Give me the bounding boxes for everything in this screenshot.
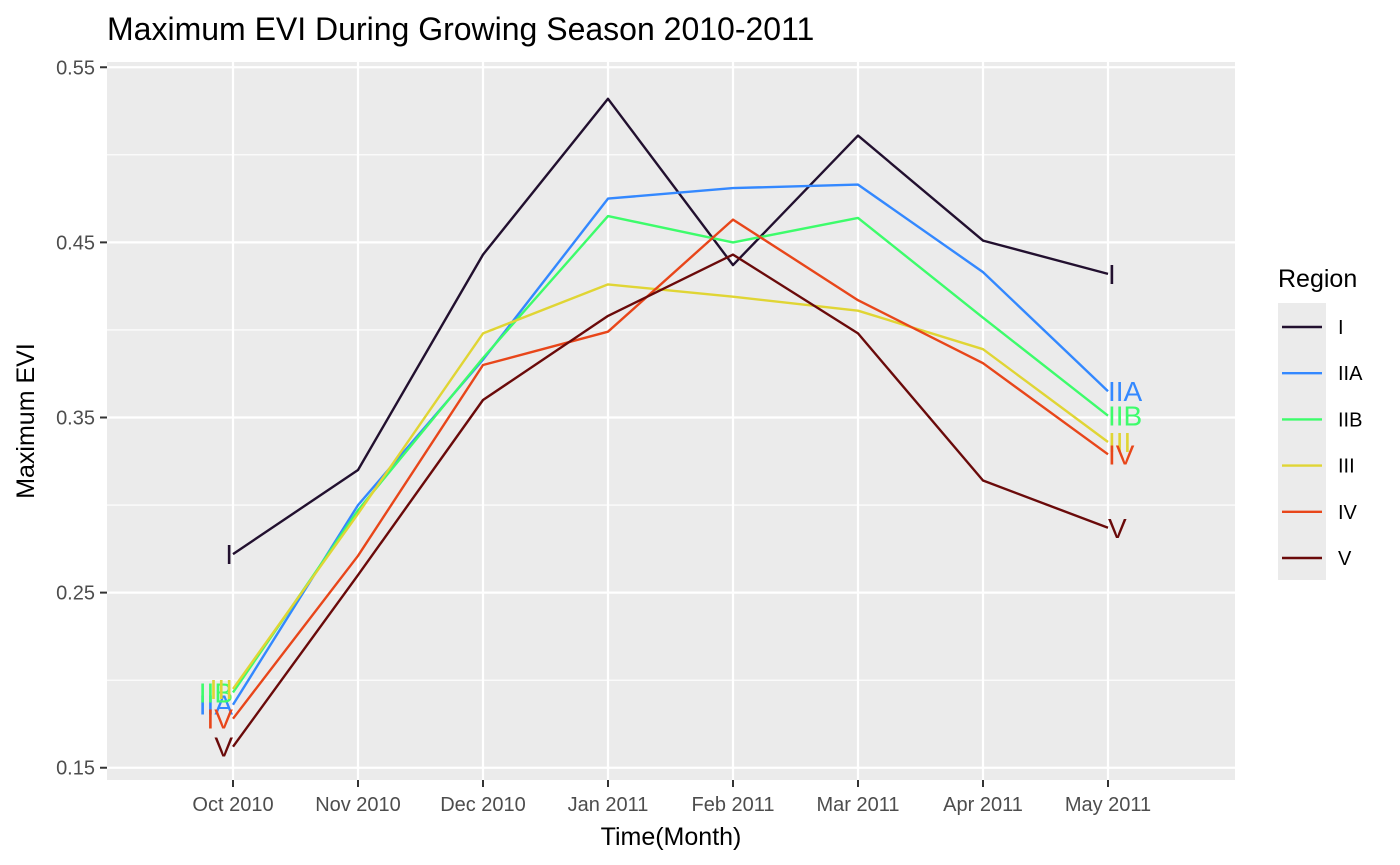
- legend: Region I IIA IIB III IV V: [1278, 265, 1363, 580]
- series-line-i: [232, 97, 1109, 556]
- series-start-label-iia: IIA: [199, 690, 234, 721]
- series-end-label-iia: IIA: [1108, 376, 1143, 407]
- x-tick-label: Oct 2010: [192, 794, 273, 816]
- y-axis: 0.15 0.25 0.35 0.45 0.55: [56, 57, 107, 780]
- y-tick-label: 0.55: [56, 57, 95, 79]
- series-line-iv: [232, 218, 1109, 720]
- legend-label-iia: IIA: [1338, 363, 1363, 385]
- x-axis: Oct 2010 Nov 2010 Dec 2010 Jan 2011 Feb 2011…: [192, 780, 1151, 816]
- series-end-label-iv: IV: [1108, 439, 1135, 470]
- x-tick-label: Mar 2011: [816, 794, 899, 816]
- legend-label-iib: IIB: [1338, 409, 1362, 431]
- series-end-label-i: I: [1108, 259, 1116, 290]
- y-axis-title: Maximum EVI: [12, 343, 40, 499]
- series-end-label-iib: IIB: [1108, 401, 1142, 432]
- series-start-label-v: V: [214, 732, 233, 763]
- chart-title: Maximum EVI During Growing Season 2010-2…: [107, 11, 814, 47]
- series-start-label-iv: IV: [207, 704, 234, 735]
- x-tick-label: May 2011: [1065, 794, 1151, 816]
- series-line-iii: [232, 283, 1109, 690]
- x-tick-label: Feb 2011: [691, 794, 774, 816]
- series-lines: [231, 97, 1109, 748]
- legend-key-background: [1278, 303, 1326, 580]
- series-line-iia: [231, 183, 1109, 706]
- x-axis-title: Time(Month): [601, 823, 742, 851]
- x-tick-label: Nov 2010: [315, 794, 401, 816]
- series-start-label-i: I: [225, 539, 233, 570]
- x-tick-label: Dec 2010: [440, 794, 526, 816]
- y-tick-label: 0.45: [56, 232, 95, 254]
- legend-label-v: V: [1338, 548, 1352, 570]
- plot-panel: [107, 62, 1235, 780]
- legend-label-iii: III: [1338, 456, 1355, 478]
- legend-title: Region: [1278, 265, 1357, 293]
- y-tick-label: 0.15: [56, 758, 95, 780]
- y-tick-label: 0.25: [56, 583, 95, 605]
- series-line-v: [232, 253, 1109, 748]
- x-tick-label: Apr 2011: [943, 794, 1023, 816]
- y-tick-label: 0.35: [56, 407, 95, 429]
- x-tick-label: Jan 2011: [568, 794, 649, 816]
- series-start-label-iii: III: [210, 674, 233, 705]
- series-end-label-v: V: [1108, 513, 1127, 544]
- legend-items: I IIA IIB III IV V: [1282, 317, 1363, 570]
- legend-label-i: I: [1338, 317, 1344, 339]
- legend-label-iv: IV: [1338, 502, 1358, 524]
- grid-major: [107, 62, 1235, 780]
- series-start-label-iib: IIB: [199, 677, 233, 708]
- series-end-label-iii: III: [1108, 427, 1131, 458]
